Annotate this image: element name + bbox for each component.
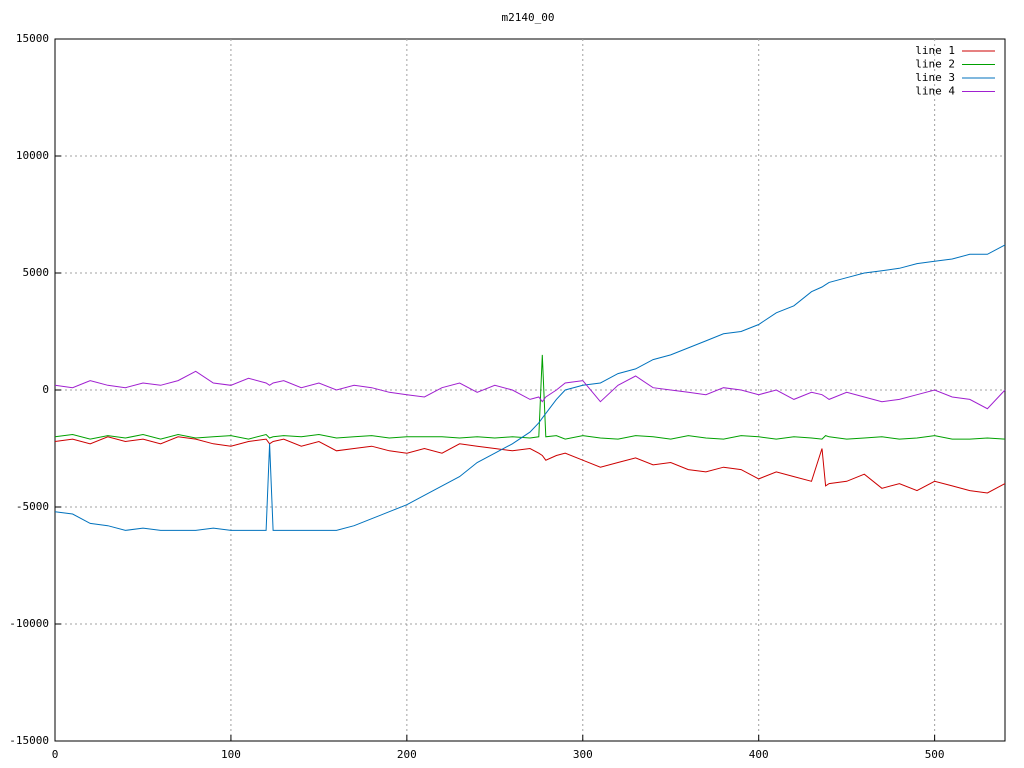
y-tick-label: 15000: [16, 32, 49, 45]
series-line: [54, 436, 1006, 494]
y-tick-label: 0: [42, 383, 49, 396]
chart-title: m2140_00: [502, 11, 555, 24]
x-tick-label: 0: [52, 748, 59, 761]
legend-label: line 1: [915, 44, 955, 57]
y-tick-label: -10000: [9, 617, 49, 630]
y-tick-label: 5000: [23, 266, 50, 279]
legend-label: line 3: [915, 71, 955, 84]
y-tick-label: 10000: [16, 149, 49, 162]
y-tick-label: -5000: [16, 500, 49, 513]
legend-label: line 4: [915, 85, 955, 98]
x-tick-label: 200: [397, 748, 417, 761]
x-tick-label: 300: [573, 748, 593, 761]
series-line: [54, 354, 1006, 440]
x-tick-label: 100: [221, 748, 241, 761]
series-line: [54, 370, 1006, 410]
x-tick-label: 400: [749, 748, 769, 761]
x-tick-label: 500: [925, 748, 945, 761]
y-tick-label: -15000: [9, 734, 49, 747]
series-line: [54, 244, 1006, 531]
legend-label: line 2: [915, 58, 955, 71]
